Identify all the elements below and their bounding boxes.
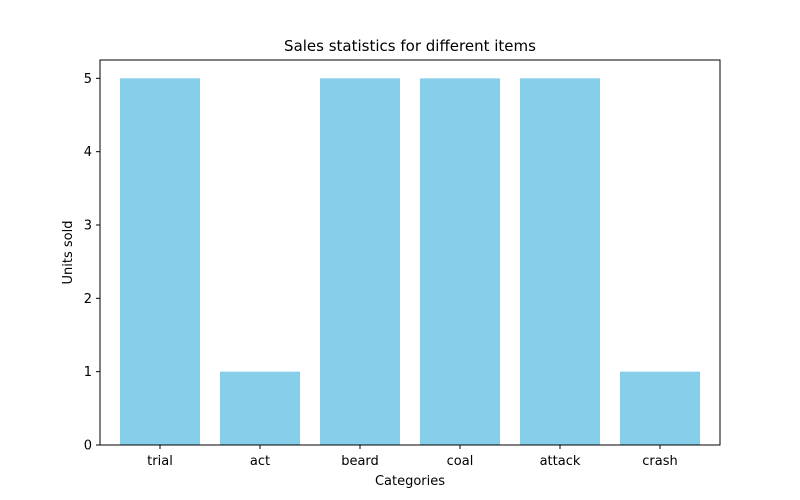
x-tick-label-attack: attack <box>540 454 581 469</box>
x-tick-label-coal: coal <box>447 454 474 469</box>
y-axis-label: Units sold <box>61 221 76 285</box>
y-tick-label-2: 2 <box>84 292 92 307</box>
bar-attack <box>520 78 600 445</box>
x-tick-label-trial: trial <box>147 454 173 469</box>
y-tick-label-4: 4 <box>84 145 92 160</box>
y-tick-label-1: 1 <box>84 365 92 380</box>
x-axis-label: Categories <box>375 474 445 489</box>
bars-layer <box>120 78 700 445</box>
bar-coal <box>420 78 500 445</box>
x-tick-label-beard: beard <box>341 454 379 469</box>
bar-act <box>220 371 300 445</box>
y-tick-label-3: 3 <box>84 219 92 234</box>
chart-title: Sales statistics for different items <box>284 37 536 55</box>
plot-area-frame <box>99 59 721 446</box>
x-tick-label-act: act <box>250 454 270 469</box>
y-tick-label-0: 0 <box>84 439 92 454</box>
x-tick-label-crash: crash <box>642 454 677 469</box>
bar-trial <box>120 78 200 445</box>
y-tick-label-5: 5 <box>84 72 92 87</box>
bar-crash <box>620 371 700 445</box>
bar-beard <box>320 78 400 445</box>
ticks-layer: trial act beard coal attack crash 0 1 2 3 4 5 <box>84 72 678 469</box>
